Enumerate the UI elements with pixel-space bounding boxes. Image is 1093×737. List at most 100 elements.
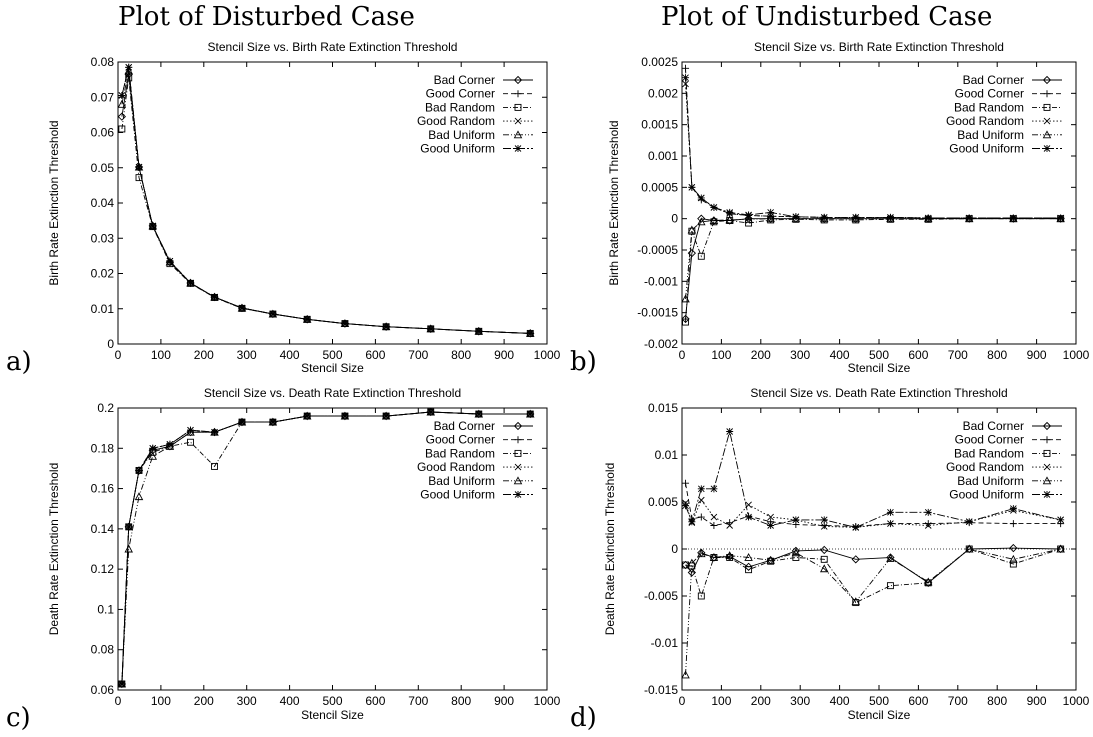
legend-marker-cross [514, 463, 522, 471]
data-point-cross [710, 513, 718, 521]
x-tick-label: 1000 [1063, 348, 1090, 362]
x-tick-label: 600 [908, 694, 928, 708]
data-point-star [341, 320, 349, 328]
data-point-cross [924, 522, 932, 529]
panel-letter-b: b) [570, 347, 597, 377]
series-good-uniform [118, 408, 534, 688]
y-tick-label: 0 [107, 337, 114, 351]
x-tick-label: 600 [365, 348, 385, 362]
data-point-square [767, 557, 775, 565]
data-point-star [269, 418, 277, 426]
data-point-star [135, 163, 143, 171]
data-point-triangle [709, 216, 719, 224]
data-point-diamond [709, 216, 719, 225]
series-bad-corner [681, 214, 1065, 324]
data-point-cross [726, 522, 733, 529]
x-tick-label: 400 [280, 694, 300, 708]
y-tick-label: 0.01 [655, 448, 679, 462]
data-point-triangle [697, 217, 706, 226]
chart-title: Stencil Size vs. Death Rate Extinction T… [750, 386, 1007, 400]
data-point-diamond [681, 314, 690, 324]
legend-label: Good Random [417, 460, 495, 474]
data-point-triangle [766, 214, 775, 223]
series-line [685, 431, 1061, 528]
y-tick-label: 0 [671, 542, 678, 556]
legend-marker-diamond [1042, 421, 1052, 431]
data-point-star [924, 508, 932, 516]
data-point-star [303, 315, 311, 323]
data-point-star [688, 183, 696, 191]
data-point-star [125, 523, 133, 531]
legend-marker-square [514, 103, 522, 111]
data-point-triangle [819, 214, 829, 223]
x-tick-label: 300 [790, 694, 810, 708]
legend-label: Bad Random [954, 100, 1024, 114]
data-point-star [149, 222, 157, 230]
y-axis-label: Birth Rate Extinction Threshold [607, 120, 621, 285]
legend-marker-square [1043, 449, 1051, 457]
x-tick-label: 800 [451, 348, 471, 362]
y-tick-label: 0.02 [91, 267, 115, 281]
data-point-cross [820, 523, 828, 530]
legend-marker-plus [514, 90, 522, 98]
data-point-triangle [165, 257, 175, 266]
data-point-triangle [134, 492, 144, 501]
x-tick-label: 900 [494, 694, 514, 708]
data-point-square [135, 174, 143, 182]
data-point-star [682, 502, 690, 510]
y-axis-label: Death Rate Extinction Threshold [603, 463, 617, 636]
y-tick-label: 0.08 [91, 643, 115, 657]
data-point-star [792, 516, 800, 524]
chart-title: Stencil Size vs. Birth Rate Extinction T… [754, 40, 1004, 54]
legend-label: Bad Corner [963, 73, 1024, 87]
data-point-plus [682, 64, 690, 72]
y-tick-label: -0.0005 [637, 243, 678, 257]
y-tick-label: 0.1 [97, 602, 114, 616]
x-tick-label: 800 [987, 694, 1007, 708]
x-tick-label: 600 [908, 348, 928, 362]
legend-label: Bad Random [954, 446, 1024, 460]
series-line [121, 67, 531, 334]
data-point-star [924, 214, 932, 222]
legend-label: Bad Random [425, 446, 495, 460]
data-point-star [166, 440, 174, 448]
data-point-cross [697, 496, 705, 504]
data-point-diamond [186, 428, 195, 437]
data-point-cross [767, 513, 774, 521]
data-point-triangle [681, 670, 690, 679]
x-tick-label: 100 [151, 348, 171, 362]
y-tick-label: -0.0015 [637, 306, 678, 320]
data-point-star [187, 279, 195, 287]
series-line [685, 218, 1061, 323]
y-tick-label: 0.07 [91, 90, 115, 104]
data-point-star [125, 63, 133, 71]
legend-marker-cross [514, 117, 522, 125]
series-line [685, 218, 1061, 319]
x-tick-label: 800 [451, 694, 471, 708]
data-point-triangle [117, 99, 127, 108]
legend-label: Bad Random [425, 100, 495, 114]
data-point-star [852, 213, 860, 221]
series-bad-uniform [681, 544, 1065, 679]
legend-label: Bad Corner [434, 73, 495, 87]
series-bad-uniform [681, 214, 1065, 303]
y-tick-label: 0.05 [91, 161, 115, 175]
x-tick-label: 200 [194, 694, 214, 708]
y-tick-label: 0.005 [648, 495, 678, 509]
data-point-diamond [820, 545, 829, 555]
data-point-star [135, 466, 143, 474]
data-point-triangle [923, 577, 933, 586]
data-point-triangle [1056, 544, 1065, 553]
x-axis-label: Stencil Size [301, 361, 364, 375]
y-tick-label: 0.06 [91, 683, 115, 697]
legend-label: Bad Uniform [957, 474, 1024, 488]
data-point-triangle [886, 214, 895, 223]
data-point-diamond [924, 578, 933, 587]
data-point-triangle [744, 214, 753, 223]
x-axis-label: Stencil Size [848, 708, 911, 722]
legend-marker-cross [1043, 117, 1051, 125]
data-point-star [697, 194, 705, 202]
data-point-star [211, 293, 219, 301]
x-tick-label: 900 [1027, 348, 1047, 362]
legend-label: Good Uniform [420, 142, 495, 156]
